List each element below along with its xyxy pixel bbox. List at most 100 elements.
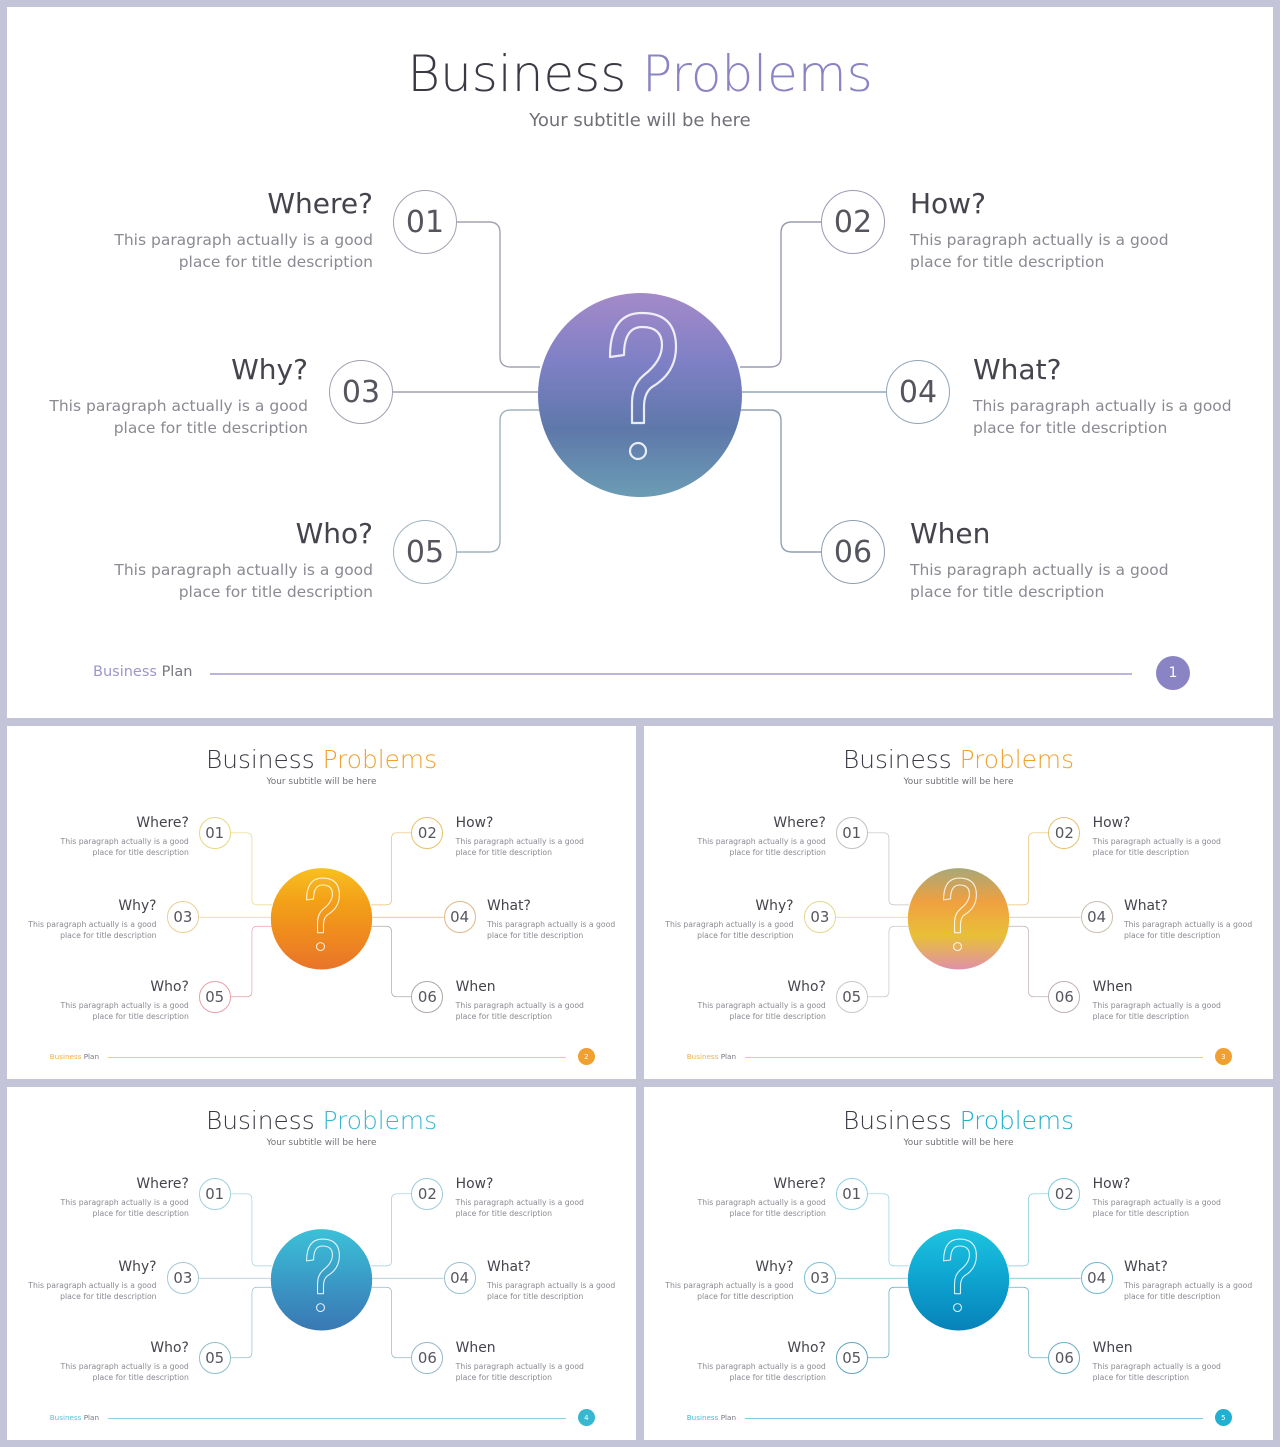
description-line: This paragraph actually is a good <box>910 561 1169 579</box>
step-description-04: This paragraph actually is a good place f… <box>487 919 616 941</box>
footer-brand-secondary: Plan <box>720 1413 736 1423</box>
title-accent: Problems <box>951 1105 1075 1135</box>
step-description-02: This paragraph actually is a good place f… <box>456 836 585 858</box>
description-line: This paragraph actually is a good <box>1092 1362 1221 1372</box>
description-line: This paragraph actually is a good <box>455 1001 584 1011</box>
step-number-02: 02 <box>411 1177 444 1210</box>
description-line: This paragraph actually is a good <box>665 919 794 929</box>
description-line: place for title description <box>455 848 552 858</box>
page-subtitle: Your subtitle will be here <box>903 1138 1014 1149</box>
step-description-05: This paragraph actually is a good place f… <box>60 1361 189 1383</box>
step-number-02: 02 <box>821 190 885 254</box>
connector-line-05 <box>457 409 540 553</box>
step-description-06: This paragraph actually is a good place f… <box>1093 1361 1222 1383</box>
step-title-06: When <box>1092 1340 1133 1357</box>
slide-1: Business Problems Your subtitle will be h… <box>7 7 1273 718</box>
step-number-05: 05 <box>835 980 868 1013</box>
description-line: This paragraph actually is a good <box>1123 919 1253 929</box>
center-circle <box>270 868 373 970</box>
step-description-01: This paragraph actually is a good place f… <box>60 1197 189 1219</box>
description-line: place for title description <box>729 1373 826 1383</box>
description-line: place for title description <box>729 848 826 858</box>
description-line: place for title description <box>455 1209 552 1219</box>
connector-line-01 <box>230 1193 272 1267</box>
description-line: place for title description <box>973 419 1168 438</box>
description-line: place for title description <box>1123 1291 1221 1301</box>
connector-line-05 <box>867 925 909 998</box>
description-line: place for title description <box>92 848 189 858</box>
footer-brand-primary: Business <box>686 1052 721 1062</box>
center-circle <box>270 1229 373 1331</box>
center-group <box>270 1229 373 1331</box>
footer-brand-secondary: Plan <box>83 1052 99 1062</box>
step-description-01: This paragraph actually is a good place f… <box>697 1197 826 1219</box>
description-line: place for title description <box>697 930 794 940</box>
footer-brand: Business Plan <box>687 1413 736 1422</box>
connector-line-02 <box>1008 1193 1049 1267</box>
footer-divider <box>744 1056 1203 1058</box>
step-number-05: 05 <box>393 520 457 584</box>
step-title-04: What? <box>1123 897 1168 914</box>
step-title-03: Why? <box>118 1258 157 1275</box>
footer-brand: Business Plan <box>687 1052 736 1061</box>
step-description-06: This paragraph actually is a good place f… <box>910 559 1170 604</box>
step-description-01: This paragraph actually is a good place f… <box>697 836 826 858</box>
description-line: place for title description <box>729 1012 826 1022</box>
step-number-02: 02 <box>1048 816 1081 849</box>
step-number-03: 03 <box>166 901 199 934</box>
step-title-02: How? <box>455 815 494 832</box>
description-line: This paragraph actually is a good <box>697 1198 826 1208</box>
page-number: 5 <box>1214 1409 1232 1427</box>
title-accent: Problems <box>951 744 1075 774</box>
step-number-01: 01 <box>835 1177 868 1210</box>
step-number-01: 01 <box>198 816 231 849</box>
step-number-04: 04 <box>886 360 950 424</box>
step-title-01: Where? <box>773 1176 826 1193</box>
description-line: This paragraph actually is a good <box>697 1001 826 1011</box>
step-description-02: This paragraph actually is a good place f… <box>1093 836 1222 858</box>
step-number-06: 06 <box>1048 1341 1081 1374</box>
step-title-02: How? <box>1092 815 1131 832</box>
step-number-05: 05 <box>198 980 231 1013</box>
step-title-02: How? <box>910 187 986 220</box>
step-title-06: When <box>455 1340 496 1357</box>
diagram-layer <box>835 1193 1081 1359</box>
page-title: Business Problems <box>644 1106 1273 1135</box>
diagram-layer <box>198 1193 444 1359</box>
step-number-06: 06 <box>411 1341 444 1374</box>
description-line: place for title description <box>60 930 157 940</box>
step-title-04: What? <box>486 897 531 914</box>
step-description-03: This paragraph actually is a good place f… <box>664 1280 793 1302</box>
step-title-03: Why? <box>231 353 308 386</box>
description-line: place for title description <box>92 1012 189 1022</box>
step-number-04: 04 <box>443 901 476 934</box>
description-line: This paragraph actually is a good <box>1092 1198 1221 1208</box>
footer-brand: Business Plan <box>50 1413 99 1422</box>
diagram-layer <box>835 832 1081 998</box>
step-number-06: 06 <box>411 980 444 1013</box>
center-group <box>270 868 373 970</box>
connector-line-01 <box>867 832 909 906</box>
description-line: This paragraph actually is a good <box>60 1362 189 1372</box>
description-line: place for title description <box>113 419 308 438</box>
footer-divider <box>107 1056 566 1058</box>
question-mark-icon <box>306 877 340 952</box>
question-mark-icon <box>608 311 678 461</box>
connector-line-02 <box>371 1193 412 1267</box>
step-title-05: Who? <box>150 1340 189 1357</box>
slide-3: Business Problems Your subtitle will be h… <box>644 726 1273 1079</box>
step-description-05: This paragraph actually is a good place f… <box>60 1000 189 1022</box>
description-line: place for title description <box>1123 930 1221 940</box>
description-line: place for title description <box>1092 1012 1189 1022</box>
step-title-05: Who? <box>787 1340 826 1357</box>
step-title-04: What? <box>973 353 1062 386</box>
connector-lines <box>835 1193 1081 1359</box>
page-subtitle: Your subtitle will be here <box>903 777 1014 788</box>
title-accent: Problems <box>626 45 873 103</box>
description-line: This paragraph actually is a good <box>60 837 189 847</box>
title-main: Business <box>842 744 952 774</box>
description-line: This paragraph actually is a good <box>1123 1280 1253 1290</box>
connector-line-06 <box>740 409 821 553</box>
step-number-05: 05 <box>835 1341 868 1374</box>
page-subtitle: Your subtitle will be here <box>266 1138 377 1149</box>
